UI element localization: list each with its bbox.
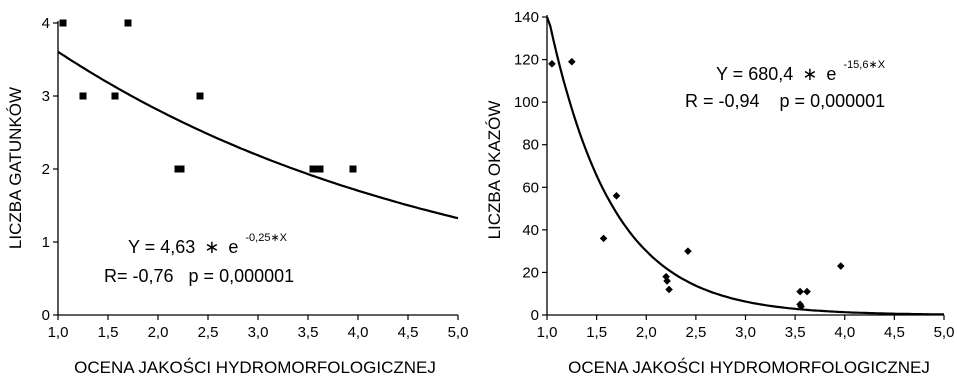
chart2-equation-exponent: -15,6∗X — [843, 59, 885, 71]
chart2-x-ticks: 1,0 1,5 2,0 2,5 3,0 3,5 4,0 4,5 5,0 — [537, 315, 955, 341]
y-tick-label: 20 — [522, 264, 539, 281]
chart-specimen-count: 1,0 1,5 2,0 2,5 3,0 3,5 4,0 4,5 5,0 0 20 40 60 80 100… — [485, 9, 954, 377]
chart1-equation-op: ∗ — [204, 237, 219, 257]
data-point — [309, 165, 317, 173]
data-point — [665, 285, 673, 294]
y-tick-label: 0 — [531, 307, 539, 324]
chart1-y-axis-label: LICZBA GATUNKÓW — [6, 87, 25, 249]
chart1-points — [59, 19, 357, 173]
x-tick-label: 3,5 — [785, 324, 806, 341]
x-tick-label: 4,0 — [834, 324, 855, 341]
y-tick-label: 0 — [42, 307, 50, 324]
x-tick-label: 3,5 — [298, 324, 319, 341]
y-tick-label: 2 — [42, 161, 50, 178]
chart2-y-axis-label: LICZBA OKAZÓW — [485, 101, 504, 240]
y-tick-label: 4 — [42, 15, 50, 32]
x-tick-label: 5,0 — [934, 324, 955, 341]
y-tick-label: 40 — [522, 222, 539, 239]
chart2-equation-base: e — [826, 64, 836, 84]
chart2-x-axis-label: OCENA JAKOŚCI HYDROMORFOLOGICZNEJ — [568, 358, 930, 377]
data-point — [568, 57, 576, 66]
chart1-equation-base: e — [228, 237, 238, 257]
y-tick-label: 3 — [42, 88, 50, 105]
chart1-equation: Y = 4,63 ∗ e -0,25∗X — [128, 232, 288, 257]
x-tick-label: 4,0 — [348, 324, 369, 341]
chart2-y-ticks: 0 20 40 60 80 100 120 140 — [514, 9, 547, 324]
x-tick-label: 3,0 — [248, 324, 269, 341]
chart-species-count: 1,0 1,5 2,0 2,5 3,0 3,5 4,0 4,5 5,0 0 1 2 3 4 OCENA … — [6, 15, 468, 377]
x-tick-label: 2,5 — [685, 324, 706, 341]
data-point — [177, 165, 185, 173]
data-point — [599, 234, 608, 243]
x-tick-label: 1,5 — [586, 324, 607, 341]
data-point — [111, 92, 119, 100]
data-point — [796, 287, 804, 296]
chart1-equation-lhs: Y = 4,63 — [128, 237, 195, 257]
x-tick-label: 1,5 — [98, 324, 119, 341]
data-point — [316, 165, 324, 173]
data-point — [797, 302, 805, 311]
y-tick-label: 120 — [514, 52, 539, 69]
data-point — [662, 272, 670, 281]
data-point — [349, 165, 357, 173]
x-tick-label: 5,0 — [448, 324, 469, 341]
chart1-equation-exponent: -0,25∗X — [245, 232, 287, 244]
data-point — [59, 19, 67, 27]
chart1-y-ticks: 0 1 2 3 4 — [42, 15, 58, 324]
y-tick-label: 140 — [514, 9, 539, 26]
chart1-stats: R= -0,76 p = 0,000001 — [104, 266, 294, 286]
data-point — [79, 92, 87, 100]
x-tick-label: 3,0 — [735, 324, 756, 341]
y-tick-label: 60 — [522, 179, 539, 196]
y-tick-label: 100 — [514, 94, 539, 111]
data-point — [612, 192, 621, 200]
chart2-equation-lhs: Y = 680,4 — [716, 64, 793, 84]
data-point — [836, 262, 845, 270]
data-point — [663, 277, 671, 285]
x-tick-label: 1,0 — [537, 324, 558, 341]
x-tick-label: 4,5 — [398, 324, 419, 341]
x-tick-label: 4,5 — [884, 324, 905, 341]
chart2-points — [548, 57, 845, 311]
chart2-stats: R = -0,94 p = 0,000001 — [685, 91, 885, 111]
data-point — [803, 287, 811, 296]
chart1-x-ticks: 1,0 1,5 2,0 2,5 3,0 3,5 4,0 4,5 5,0 — [48, 315, 469, 341]
chart2-fit-curve — [545, 16, 944, 316]
data-point — [196, 92, 204, 100]
chart1-x-axis-label: OCENA JAKOŚCI HYDROMORFOLOGICZNEJ — [74, 358, 436, 377]
y-tick-label: 1 — [42, 234, 50, 251]
x-tick-label: 2,0 — [636, 324, 657, 341]
chart1-fit-curve — [57, 50, 459, 220]
chart2-equation: Y = 680,4 ∗ e -15,6∗X — [716, 59, 886, 84]
x-tick-label: 2,0 — [148, 324, 169, 341]
x-tick-label: 2,5 — [198, 324, 219, 341]
data-point — [124, 19, 132, 27]
chart2-equation-op: ∗ — [802, 64, 817, 84]
data-point — [548, 60, 556, 68]
y-tick-label: 80 — [522, 137, 539, 154]
data-point — [684, 247, 692, 255]
x-tick-label: 1,0 — [48, 324, 69, 341]
